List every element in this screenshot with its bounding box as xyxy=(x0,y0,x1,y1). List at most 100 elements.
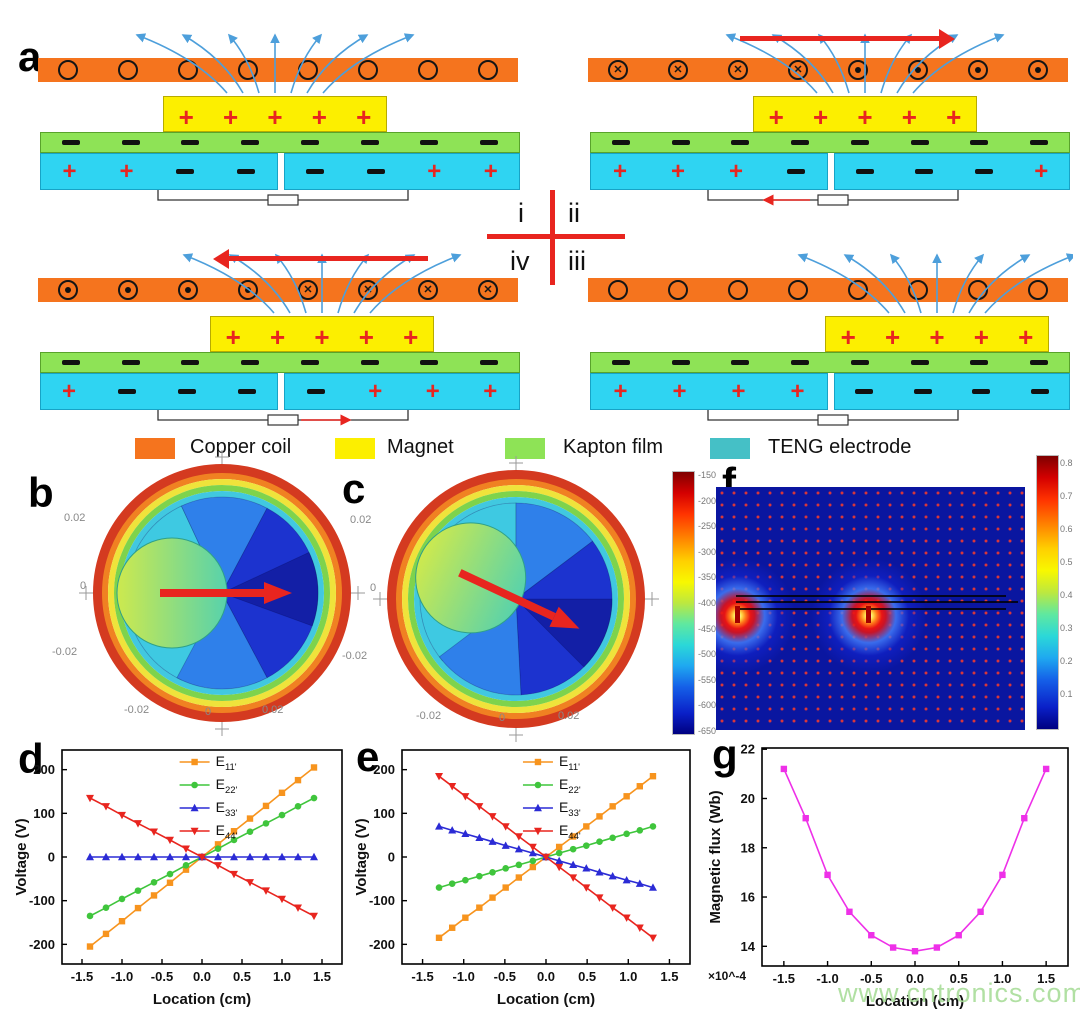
svg-text:-0.5: -0.5 xyxy=(151,969,173,984)
minus-charge xyxy=(611,140,630,145)
copper-coil-bar xyxy=(588,278,1068,302)
plus-charge: + xyxy=(973,321,989,352)
plus-charge: + xyxy=(427,157,442,185)
teng-electrode-left: + + xyxy=(40,153,278,190)
plus-charge: + xyxy=(857,101,873,132)
plus-charge: + xyxy=(483,377,498,405)
minus-charge xyxy=(241,360,260,365)
minus-charge xyxy=(671,140,690,145)
minus-charge xyxy=(61,360,80,365)
state-label-i: i xyxy=(518,198,524,228)
minus-charge xyxy=(177,389,196,394)
plus-charge: + xyxy=(1034,157,1049,185)
flux-line xyxy=(736,595,1006,597)
minus-charge xyxy=(480,140,499,145)
kapton-film xyxy=(590,132,1070,153)
minus-charge xyxy=(1030,389,1049,394)
svg-text:E11': E11' xyxy=(216,753,237,773)
panel-letter-g: g xyxy=(712,731,738,778)
legend-label-3: Kapton film xyxy=(563,436,664,458)
minus-charge xyxy=(420,360,439,365)
coil-circle-icon xyxy=(848,280,868,300)
colorbar-bc-tick: -350 xyxy=(698,572,717,583)
flux-line xyxy=(736,608,1006,610)
colorbar-bc-tick: -150 xyxy=(698,470,717,480)
magnet: + + + + + xyxy=(753,96,977,132)
plus-charge: + xyxy=(178,101,194,132)
svg-text:0.0: 0.0 xyxy=(537,969,555,984)
magnetic-field-map xyxy=(716,487,1025,730)
svg-text:0.5: 0.5 xyxy=(950,971,968,986)
minus-charge xyxy=(786,169,805,174)
minus-charge xyxy=(306,169,325,174)
minus-charge xyxy=(970,360,989,365)
svg-text:14: 14 xyxy=(741,939,756,954)
plus-charge: + xyxy=(225,321,241,352)
coil-cross-icon: ✕ xyxy=(788,60,808,80)
chart-voltage-d: -1.5 -1.0 -0.5 0.0 0.5 1.0 1.5 -200 -100 0 100 200 L… xyxy=(13,749,343,1008)
svg-text:18: 18 xyxy=(741,840,755,855)
magnet: + + + + + xyxy=(825,316,1049,352)
minus-charge xyxy=(850,140,869,145)
minus-charge xyxy=(61,140,80,145)
svg-text:Voltage (V): Voltage (V) xyxy=(353,818,370,895)
minus-charge xyxy=(791,360,810,365)
svg-text:-1.5: -1.5 xyxy=(71,969,93,984)
coil-circle-icon xyxy=(178,60,198,80)
colorbar-bc-tick: -200 xyxy=(698,495,717,506)
plus-charge: + xyxy=(356,101,372,132)
coil-circle-icon xyxy=(418,60,438,80)
colorbar-bc xyxy=(672,471,695,735)
svg-text:200: 200 xyxy=(33,762,55,777)
colorbar-f-tick: 0.3 xyxy=(1060,623,1073,633)
svg-text:-200: -200 xyxy=(369,937,395,952)
cross-horizontal-bar xyxy=(487,234,625,239)
coil-dot-icon xyxy=(908,60,928,80)
svg-text:1.0: 1.0 xyxy=(993,971,1011,986)
coil-dot-icon xyxy=(178,280,198,300)
svg-text:22: 22 xyxy=(741,742,755,757)
minus-charge xyxy=(420,140,439,145)
svg-text:Location (cm): Location (cm) xyxy=(497,991,595,1008)
minus-charge xyxy=(366,169,385,174)
minus-charge xyxy=(855,169,874,174)
coil-circle-icon xyxy=(668,280,688,300)
minus-charge xyxy=(1030,140,1049,145)
coil-circle-icon xyxy=(608,280,628,300)
svg-text:0.0: 0.0 xyxy=(906,971,924,986)
colorbar-f-tick: 0.5 xyxy=(1060,557,1073,567)
svg-text:E11': E11' xyxy=(559,753,580,773)
svg-text:1.5: 1.5 xyxy=(313,969,331,984)
svg-text:E22': E22' xyxy=(559,776,581,796)
coil-circle-icon xyxy=(788,280,808,300)
legend-label-2: Magnet xyxy=(387,436,454,458)
minus-charge xyxy=(910,360,929,365)
flux-line xyxy=(736,601,1018,603)
minus-charge xyxy=(181,360,200,365)
motion-arrow-left xyxy=(213,249,428,268)
coil-circle-icon xyxy=(728,280,748,300)
minus-charge xyxy=(972,389,991,394)
svg-text:-100: -100 xyxy=(29,893,55,908)
panel-letter-a: a xyxy=(18,33,42,80)
copper-coil-bar xyxy=(38,58,518,82)
plus-charge: + xyxy=(269,321,286,352)
colorbar-f-tick: 0.2 xyxy=(1060,656,1073,666)
minus-charge xyxy=(731,140,750,145)
svg-text:-1.5: -1.5 xyxy=(773,971,795,986)
legend-swatch-1 xyxy=(135,438,175,459)
dial-c-tick: 0 xyxy=(499,712,506,724)
minus-charge xyxy=(1030,360,1049,365)
coil-circle-icon xyxy=(238,60,258,80)
minus-charge xyxy=(970,140,989,145)
cross-vertical-bar xyxy=(550,190,555,285)
svg-text:-1.0: -1.0 xyxy=(453,969,475,984)
panel-letter-e: e xyxy=(356,733,380,780)
legend-label-4: TENG electrode xyxy=(768,436,912,458)
dial-c-tick: -0.02 xyxy=(416,710,442,722)
plus-charge: + xyxy=(840,321,856,352)
kapton-film xyxy=(40,132,520,153)
chart-voltage-e: -1.5 -1.0 -0.5 0.0 0.5 1.0 1.5 -200 -100 0 100 200 L… xyxy=(353,749,691,1008)
minus-charge xyxy=(611,360,630,365)
svg-text:Magnetic flux (Wb): Magnetic flux (Wb) xyxy=(707,790,724,923)
